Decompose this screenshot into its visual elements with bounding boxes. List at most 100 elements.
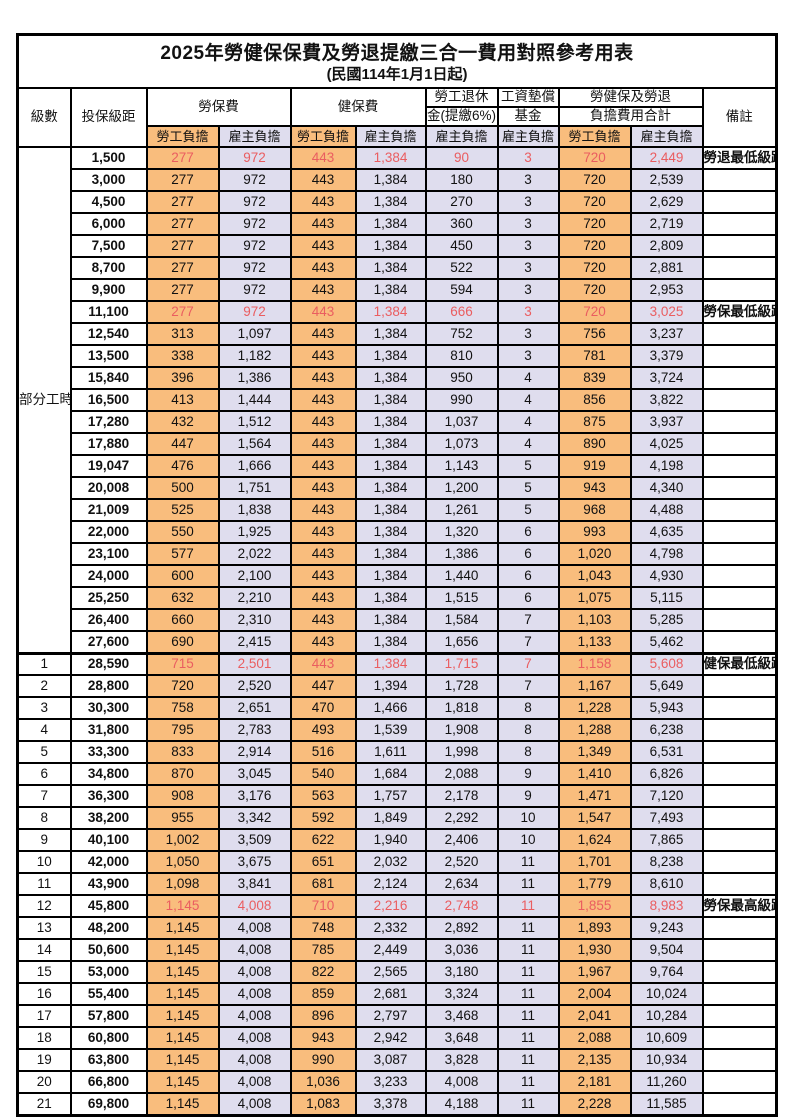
labor-worker-cell: 277: [145, 212, 220, 236]
bracket-cell: 7,500: [69, 234, 148, 258]
pension-employer-cell: 1,515: [424, 586, 499, 610]
remark-cell: [701, 322, 778, 346]
health-worker-cell: 443: [289, 564, 357, 588]
health-employer-cell: 1,384: [354, 146, 427, 170]
bracket-cell: 16,500: [69, 388, 148, 412]
pension-employer-cell: 3,648: [424, 1026, 499, 1050]
wage-fund-cell: 11: [496, 1070, 560, 1094]
labor-employer-cell: 2,310: [217, 608, 292, 632]
remark-cell: [701, 520, 778, 544]
pension-employer-cell: 950: [424, 366, 499, 390]
remark-cell: [701, 498, 778, 522]
remark-cell: [701, 630, 778, 654]
health-worker-cell: 943: [289, 1026, 357, 1050]
remark-cell: [701, 806, 778, 830]
bracket-cell: 6,000: [69, 212, 148, 236]
total-employer-cell: 7,865: [629, 828, 704, 852]
wage-fund-cell: 9: [496, 762, 560, 786]
total-employer-cell: 5,608: [629, 651, 704, 676]
labor-worker-cell: 1,098: [145, 872, 220, 896]
health-employer-cell: 1,384: [354, 542, 427, 566]
pension-employer-cell: 1,386: [424, 542, 499, 566]
total-worker-cell: 1,624: [557, 828, 632, 852]
total-employer-cell: 2,881: [629, 256, 704, 280]
table-row: 18 60,800 1,145 4,008 943 2,942 3,648 11 2,088 10…: [16, 1026, 778, 1050]
bracket-cell: 12,540: [69, 322, 148, 346]
total-employer-cell: 6,826: [629, 762, 704, 786]
bracket-cell: 60,800: [69, 1026, 148, 1050]
table-row: 14 50,600 1,145 4,008 785 2,449 3,036 11 1,930 9,…: [16, 938, 778, 962]
pension-employer-cell: 1,818: [424, 696, 499, 720]
health-employer-cell: 2,449: [354, 938, 427, 962]
health-employer-cell: 1,384: [354, 344, 427, 368]
pension-employer-cell: 2,520: [424, 850, 499, 874]
labor-worker-cell: 1,050: [145, 850, 220, 874]
health-worker-cell: 592: [289, 806, 357, 830]
wage-fund-cell: 11: [496, 894, 560, 918]
table-row: 15,840 396 1,386 443 1,384 950 4 839 3,724: [18, 366, 778, 390]
labor-employer-cell: 1,838: [217, 498, 292, 522]
total-employer-cell: 3,379: [629, 344, 704, 368]
remark-cell: [701, 740, 778, 764]
health-worker-cell: 516: [289, 740, 357, 764]
health-employer-cell: 2,332: [354, 916, 427, 940]
labor-worker-cell: 1,145: [145, 938, 220, 962]
wage-fund-cell: 6: [496, 520, 560, 544]
health-worker-cell: 563: [289, 784, 357, 808]
total-worker-cell: 756: [557, 322, 632, 346]
total-worker-cell: 1,043: [557, 564, 632, 588]
wage-fund-cell: 11: [496, 938, 560, 962]
labor-worker-cell: 955: [145, 806, 220, 830]
health-worker-cell: 681: [289, 872, 357, 896]
wage-fund-cell: 10: [496, 828, 560, 852]
labor-worker-cell: 795: [145, 718, 220, 742]
level-cell: 5: [16, 740, 72, 764]
level-cell: 11: [16, 872, 72, 896]
labor-worker-cell: 1,145: [145, 894, 220, 918]
health-employer-cell: 1,384: [354, 212, 427, 236]
table-row: 4 31,800 795 2,783 493 1,539 1,908 8 1,288 6,238: [16, 718, 778, 742]
labor-employer-cell: 4,008: [217, 1004, 292, 1028]
subheader-total-worker: 勞工負擔: [557, 125, 632, 148]
pension-employer-cell: 2,088: [424, 762, 499, 786]
pension-employer-cell: 1,908: [424, 718, 499, 742]
pension-employer-cell: 3,036: [424, 938, 499, 962]
table-body: 部分工時 1,500 277 972 443 1,384 90 3 720 2,449 勞退最低級距…: [16, 146, 778, 1116]
labor-worker-cell: 870: [145, 762, 220, 786]
wage-fund-cell: 5: [496, 476, 560, 500]
bracket-cell: 3,000: [69, 168, 148, 192]
labor-worker-cell: 833: [145, 740, 220, 764]
remark-cell: [701, 828, 778, 852]
bracket-cell: 13,500: [69, 344, 148, 368]
labor-worker-cell: 1,145: [145, 1092, 220, 1116]
labor-employer-cell: 1,751: [217, 476, 292, 500]
total-employer-cell: 5,115: [629, 586, 704, 610]
labor-worker-cell: 476: [145, 454, 220, 478]
pension-employer-cell: 2,748: [424, 894, 499, 918]
bracket-cell: 22,000: [69, 520, 148, 544]
bracket-cell: 20,008: [69, 476, 148, 500]
pension-employer-cell: 1,143: [424, 454, 499, 478]
total-employer-cell: 6,531: [629, 740, 704, 764]
table-row: 6 34,800 870 3,045 540 1,684 2,088 9 1,410 6,826: [16, 762, 778, 786]
level-cell: 6: [16, 762, 72, 786]
bracket-cell: 69,800: [69, 1092, 148, 1116]
col-header-pension-line1: 勞工退休: [424, 87, 499, 108]
health-employer-cell: 1,384: [354, 366, 427, 390]
table-row: 16 55,400 1,145 4,008 859 2,681 3,324 11 2,004 10…: [16, 982, 778, 1006]
labor-worker-cell: 1,145: [145, 982, 220, 1006]
bracket-cell: 28,800: [69, 674, 148, 698]
wage-fund-cell: 11: [496, 960, 560, 984]
labor-employer-cell: 4,008: [217, 960, 292, 984]
level-cell: 17: [16, 1004, 72, 1028]
labor-worker-cell: 600: [145, 564, 220, 588]
pension-employer-cell: 180: [424, 168, 499, 192]
health-worker-cell: 622: [289, 828, 357, 852]
level-cell: 14: [16, 938, 72, 962]
wage-fund-cell: 6: [496, 542, 560, 566]
table-row: 19 63,800 1,145 4,008 990 3,087 3,828 11 2,135 10…: [16, 1048, 778, 1072]
pension-employer-cell: 1,320: [424, 520, 499, 544]
remark-cell: [701, 1048, 778, 1072]
total-employer-cell: 4,488: [629, 498, 704, 522]
labor-employer-cell: 3,841: [217, 872, 292, 896]
